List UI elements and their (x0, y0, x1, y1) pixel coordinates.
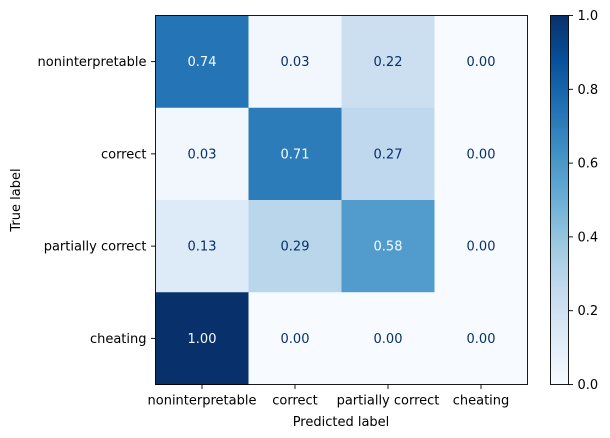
y-axis: noninterpretable correct partially correct… (38, 55, 156, 347)
cell-value-label: 0.00 (467, 332, 496, 347)
heatmap-cell (434, 200, 528, 293)
cell-value-label: 0.58 (374, 240, 403, 255)
heatmap-cell (341, 107, 435, 201)
colorbar-tick-label: 0.6 (578, 157, 599, 172)
heatmap-cell (341, 15, 435, 109)
heatmap-cell (155, 200, 249, 293)
heatmap-cell (248, 292, 342, 385)
y-tick-label: cheating (90, 332, 147, 347)
cell-value-label: 0.03 (188, 147, 217, 162)
x-axis-title: Predicted label (293, 415, 390, 430)
colorbar-tick-label: 0.8 (578, 83, 599, 98)
colorbar-tick-label: 0.0 (578, 378, 599, 393)
cell-value-label: 0.71 (281, 147, 310, 162)
heatmap-cell-labels: 0.74 0.03 0.22 0.00 0.03 0.71 0.27 0.00 0.13 0.29… (188, 55, 496, 347)
colorbar-tick-label: 0.4 (578, 230, 599, 245)
y-tick-label: correct (101, 147, 147, 162)
colorbar-tick-label: 0.2 (578, 304, 599, 319)
x-tick-label: cheating (453, 394, 510, 409)
heatmap-cell (155, 292, 249, 385)
cell-value-label: 0.03 (281, 55, 310, 70)
cell-value-label: 0.00 (467, 147, 496, 162)
heatmap-cell (434, 292, 528, 385)
heatmap-cell (248, 107, 342, 201)
heatmap-cell (341, 200, 435, 293)
colorbar-tick-label: 1.0 (578, 9, 599, 24)
colorbar-ticks: 0.0 0.2 0.4 0.6 0.8 1.0 (568, 9, 599, 393)
x-tick-label: partially correct (337, 394, 440, 409)
cell-value-label: 0.74 (188, 55, 217, 70)
cell-value-label: 0.27 (374, 147, 403, 162)
cell-value-label: 0.00 (281, 332, 310, 347)
heatmap-cells (155, 15, 528, 385)
heatmap-cell (341, 292, 435, 385)
cell-value-label: 0.22 (374, 55, 403, 70)
x-tick-label: noninterpretable (148, 394, 257, 409)
cell-value-label: 0.29 (281, 240, 310, 255)
heatmap-cell (434, 15, 528, 109)
y-axis-title: True label (9, 168, 24, 232)
cell-value-label: 0.00 (467, 240, 496, 255)
cell-value-label: 1.00 (188, 332, 217, 347)
cell-value-label: 0.00 (374, 332, 403, 347)
heatmap-cell (248, 15, 342, 109)
heatmap-cell (248, 200, 342, 293)
cell-value-label: 0.13 (188, 240, 217, 255)
heatmap-cell (434, 107, 528, 201)
heatmap-cell (155, 15, 249, 109)
y-tick-label: noninterpretable (38, 55, 147, 70)
x-tick-label: correct (272, 394, 318, 409)
x-axis: noninterpretable correct partially correct… (148, 384, 510, 409)
y-tick-label: partially correct (44, 240, 147, 255)
plot-frame (155, 15, 528, 385)
colorbar (550, 15, 569, 385)
cell-value-label: 0.00 (467, 55, 496, 70)
heatmap-cell (155, 107, 249, 201)
